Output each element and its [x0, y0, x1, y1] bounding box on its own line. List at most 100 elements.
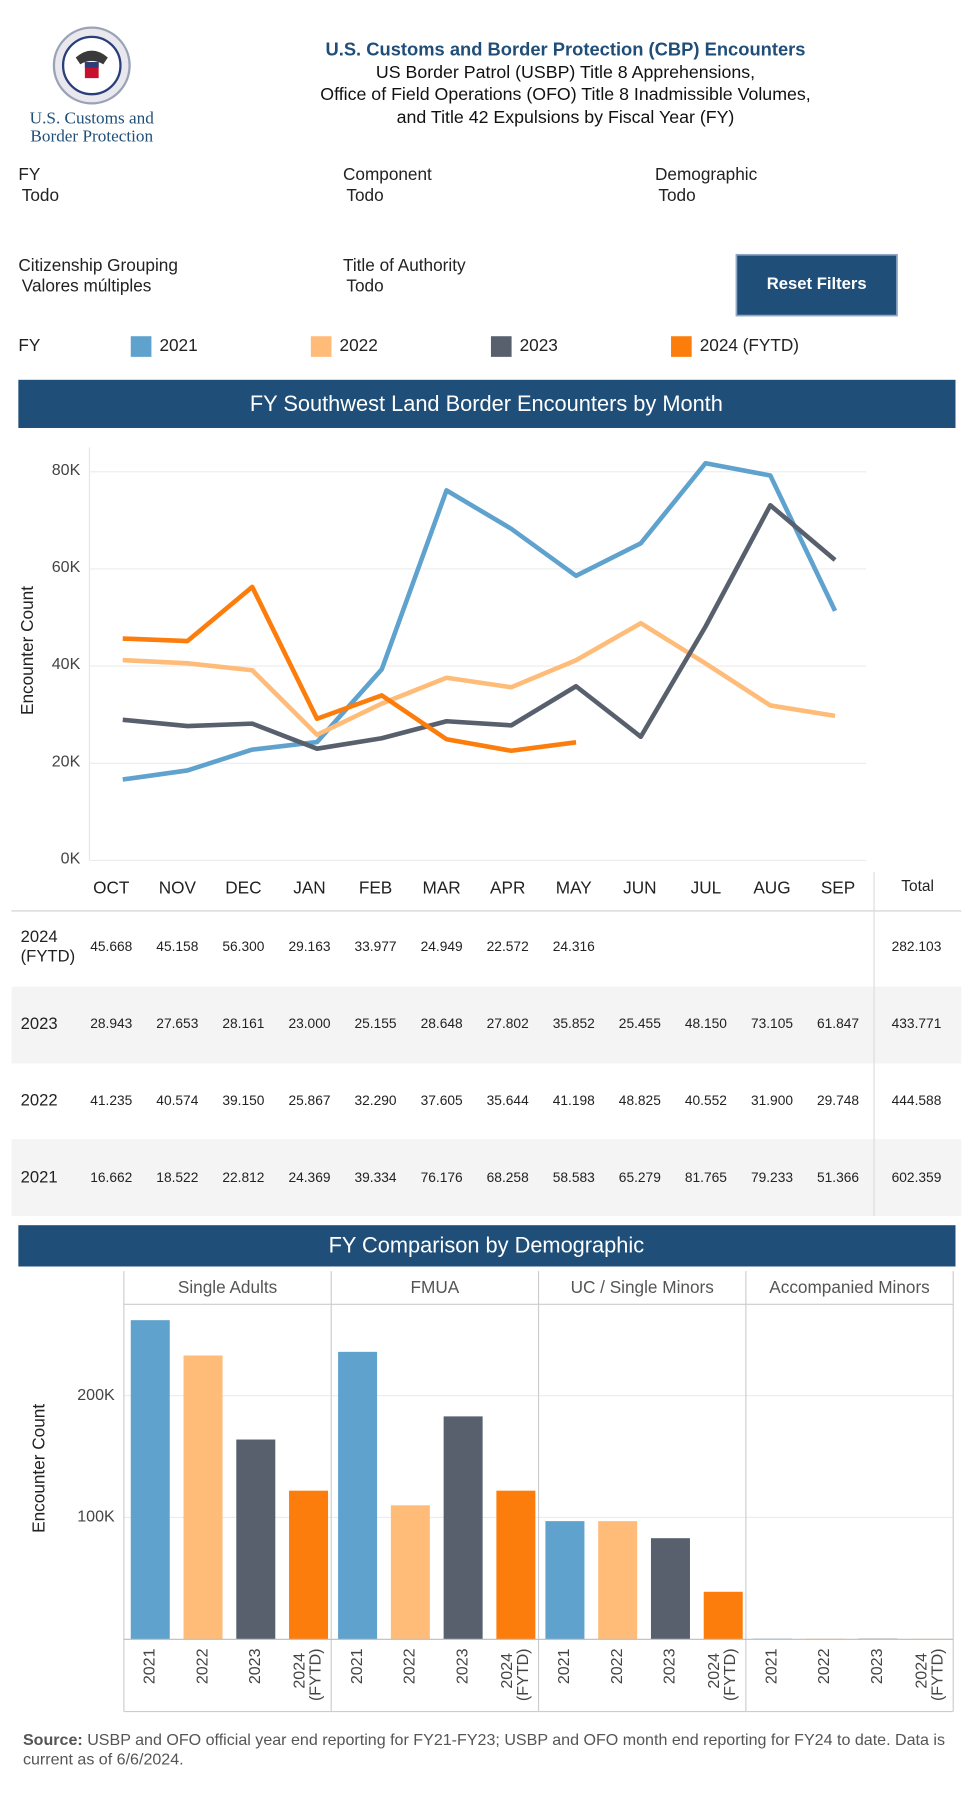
- chart-banner: [18, 1225, 956, 1267]
- table-cell: 27.653: [156, 1016, 198, 1031]
- x-tick-label: 2022: [193, 1648, 211, 1684]
- x-tick-label: DEC: [225, 878, 261, 898]
- x-tick-label: 2023: [246, 1648, 264, 1684]
- table-cell: 39.334: [355, 1170, 397, 1185]
- x-tick-label: 2021: [348, 1648, 366, 1684]
- table-cell: 32.290: [355, 1093, 397, 1108]
- panel-header: FMUA: [411, 1277, 460, 1297]
- reset-button[interactable]: Reset Filters: [735, 253, 898, 317]
- filter-label: Component: [343, 164, 432, 184]
- y-tick-label: 20K: [52, 752, 81, 770]
- legend-swatch: [130, 336, 152, 357]
- table-total: 444.588: [892, 1093, 942, 1108]
- table-cell: 33.977: [355, 939, 397, 954]
- x-tick-label: SEP: [821, 878, 855, 898]
- panel-header: UC / Single Minors: [571, 1277, 714, 1297]
- table-cell: 16.662: [90, 1170, 132, 1185]
- filter-label: Citizenship Grouping: [18, 255, 178, 275]
- table-cell: 79.233: [751, 1170, 793, 1185]
- x-tick-label: AUG: [753, 878, 790, 898]
- button-label[interactable]: Reset Filters: [767, 274, 867, 293]
- bar: [545, 1521, 585, 1640]
- legend-label: 2023: [520, 335, 558, 355]
- series-line: [122, 584, 577, 754]
- y-tick-label: 0K: [61, 850, 81, 868]
- table-cell: 81.765: [685, 1170, 727, 1185]
- table-cell: 28.943: [90, 1016, 132, 1031]
- bar: [650, 1538, 690, 1640]
- table-cell: 22.572: [487, 939, 529, 954]
- table-cell: 40.552: [685, 1093, 727, 1108]
- table-row-label: 2022: [21, 1091, 58, 1110]
- legend-label: 2024 (FYTD): [700, 335, 799, 355]
- x-tick-label: 2021: [762, 1648, 780, 1684]
- cbp-seal: [52, 26, 131, 105]
- y-tick-label: 80K: [52, 461, 81, 479]
- legend-title: FY: [18, 335, 40, 355]
- series-line: [122, 460, 838, 782]
- table-cell: 28.161: [222, 1016, 264, 1031]
- table-cell: 41.235: [90, 1093, 132, 1108]
- x-tick-label: FEB: [359, 878, 392, 898]
- y-axis-label: Encounter Count: [17, 586, 37, 715]
- filter-value: Todo: [22, 185, 59, 205]
- x-tick-label: JUN: [623, 878, 656, 898]
- bar: [390, 1505, 430, 1640]
- table-cell: 73.105: [751, 1016, 793, 1031]
- table-cell: 24.949: [421, 939, 463, 954]
- table-total: 602.359: [892, 1170, 942, 1185]
- bar: [703, 1591, 743, 1640]
- legend-swatch: [671, 336, 692, 357]
- x-tick-label: NOV: [159, 878, 197, 898]
- table-cell: 45.158: [156, 939, 198, 954]
- x-tick-label: 2022: [815, 1648, 833, 1684]
- table-row-band: [11, 1139, 962, 1217]
- legend-label: 2021: [159, 335, 197, 355]
- x-tick-label: 2024 (FYTD): [498, 1648, 532, 1701]
- table-cell: 22.812: [222, 1170, 264, 1185]
- x-tick-label: 2021: [555, 1648, 573, 1684]
- dashboard-title: U.S. Customs and Border Protection (CBP)…: [325, 38, 805, 59]
- table-total: 282.103: [892, 939, 942, 954]
- bar: [443, 1416, 483, 1640]
- source-label: Source:: [22, 1729, 83, 1749]
- chart-banner: [18, 379, 956, 428]
- x-tick-label: 2023: [868, 1648, 886, 1684]
- table-cell: 24.316: [553, 939, 595, 954]
- x-tick-label: MAY: [556, 878, 593, 898]
- table-cell: 28.648: [421, 1016, 463, 1031]
- x-tick-label: MAR: [423, 878, 461, 898]
- series-line: [122, 502, 837, 751]
- panel-header: Single Adults: [178, 1277, 277, 1297]
- y-tick-label: 200K: [77, 1386, 115, 1404]
- dashboard-subtitle: and Title 42 Expulsions by Fiscal Year (…: [397, 107, 735, 127]
- y-tick-label: 100K: [77, 1508, 115, 1526]
- filter-label: Demographic: [655, 164, 758, 184]
- source-note: Source: USBP and OFO official year end r…: [22, 1729, 945, 1768]
- table-cell: 25.455: [619, 1016, 661, 1031]
- legend-swatch: [490, 336, 512, 357]
- dashboard-subtitle: Office of Field Operations (OFO) Title 8…: [320, 84, 810, 104]
- table-cell: 31.900: [751, 1093, 793, 1108]
- table-row-label: 2024 (FYTD): [21, 927, 75, 966]
- y-tick-label: 40K: [52, 655, 81, 673]
- legend-swatch: [310, 336, 332, 357]
- bar: [183, 1355, 223, 1640]
- table-row-label: 2021: [21, 1168, 58, 1187]
- table-cell: 41.198: [553, 1093, 595, 1108]
- x-tick-label: 2021: [140, 1648, 158, 1684]
- bar: [598, 1521, 638, 1640]
- table-cell: 37.605: [421, 1093, 463, 1108]
- bar: [236, 1439, 276, 1640]
- y-axis-label: Encounter Count: [29, 1404, 49, 1533]
- table-cell: 61.847: [817, 1016, 859, 1031]
- chart-title: FY Comparison by Demographic: [329, 1233, 645, 1258]
- x-tick-label: 2024 (FYTD): [913, 1648, 947, 1701]
- table-cell: 76.176: [421, 1170, 463, 1185]
- table-cell: 39.150: [222, 1093, 264, 1108]
- bar: [289, 1490, 329, 1640]
- logo-text: Border Protection: [30, 127, 153, 146]
- table-cell: 40.574: [156, 1093, 198, 1108]
